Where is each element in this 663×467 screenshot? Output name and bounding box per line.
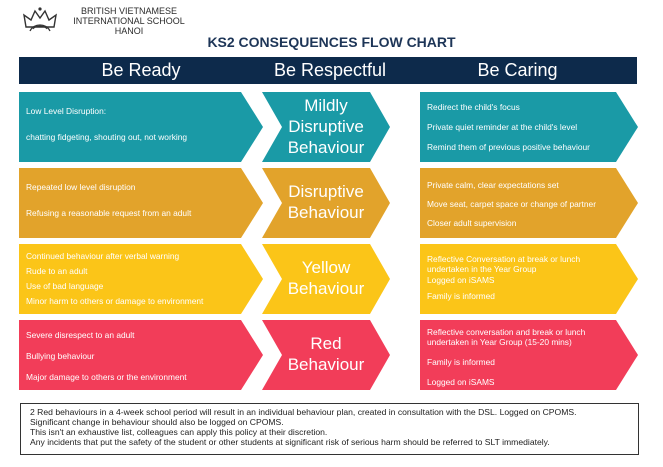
right-arrow-yellow-shape: [420, 244, 638, 314]
middle-arrow-yellow: Yellow Behaviour: [262, 244, 390, 314]
behaviour-example: Major damage to others or the environmen…: [26, 372, 187, 382]
middle-arrow-disruptive: Disruptive Behaviour: [262, 168, 390, 238]
consequence-item: Reflective Conversation at break or lunc…: [427, 254, 581, 274]
column-header-be-ready: Be Ready: [101, 60, 181, 80]
behaviour-level-line: Mildly: [304, 95, 348, 115]
behaviour-level-label: Disruptive Behaviour: [276, 182, 376, 224]
behaviour-example: Severe disrespect to an adult: [26, 330, 135, 340]
school-name-line-2: INTERNATIONAL SCHOOL: [73, 16, 185, 26]
footer-note-2: Significant change in behaviour should a…: [30, 417, 284, 427]
consequence-item: Move seat, carpet space or change of par…: [427, 199, 596, 209]
right-arrow-mildly-disruptive: Redirect the child's focus Private quiet …: [420, 92, 638, 162]
column-header-bar: [19, 57, 637, 84]
behaviour-example: Continued behaviour after verbal warning: [26, 251, 180, 261]
behaviour-example: Repeated low level disruption: [26, 182, 136, 192]
middle-arrow-mildly-disruptive-shape: [262, 92, 390, 162]
right-arrow-mildly-disruptive-shape: [420, 92, 638, 162]
right-arrow-disruptive-shape: [420, 168, 638, 238]
middle-arrow-red-shape: [262, 320, 390, 390]
footer-note-1: 2 Red behaviours in a 4-week school peri…: [30, 407, 577, 417]
left-arrow-yellow: Continued behaviour after verbal warning…: [19, 244, 263, 314]
consequence-item: Family is informed: [427, 291, 495, 301]
middle-arrow-mildly-disruptive: Mildly Disruptive Behaviour: [262, 92, 390, 162]
footer-note-4: Any incidents that put the safety of the…: [30, 437, 550, 447]
behaviour-example: Rude to an adult: [26, 266, 88, 276]
consequence-item: Logged on iSAMS: [427, 377, 495, 387]
column-header-be-respectful: Be Respectful: [273, 60, 387, 80]
footer-notes: 2 Red behaviours in a 4-week school peri…: [20, 403, 639, 455]
consequence-item: Remind them of previous positive behavio…: [427, 142, 590, 152]
consequence-item: Private calm, clear expectations set: [427, 180, 559, 190]
consequence-item: Closer adult supervision: [427, 218, 517, 228]
left-arrow-mildly-disruptive: Low Level Disruption: chatting fidgeting,…: [19, 92, 263, 162]
consequence-item: Reflective conversation and break or lun…: [427, 327, 586, 347]
right-arrow-red-shape: [420, 320, 638, 390]
right-arrow-red: Reflective conversation and break or lun…: [420, 320, 638, 390]
behaviour-level-label: Mildly Disruptive Behaviour: [276, 96, 376, 159]
left-arrow-disruptive-shape: [19, 168, 263, 238]
behaviour-level-label: Yellow Behaviour: [276, 258, 376, 300]
consequence-item: Redirect the child's focus: [427, 102, 520, 112]
behaviour-example: Low Level Disruption:: [26, 106, 107, 116]
behaviour-level-line: Disruptive: [288, 182, 364, 201]
middle-arrow-disruptive-shape: [262, 168, 390, 238]
school-name: BRITISH VIETNAMESE INTERNATIONAL SCHOOL …: [64, 6, 194, 36]
behaviour-example: chatting fidgeting, shouting out, not wo…: [26, 132, 188, 142]
left-arrow-disruptive: Repeated low level disruption Refusing a …: [19, 168, 263, 238]
behaviour-level-line: Red: [310, 334, 342, 353]
consequence-item: Logged on iSAMS: [427, 275, 495, 285]
behaviour-example: Bullying behaviour: [26, 351, 95, 361]
consequence-item: Family is informed: [427, 357, 495, 367]
behaviour-level-label: Red Behaviour: [276, 334, 376, 376]
middle-arrow-yellow-shape: [262, 244, 390, 314]
behaviour-level-line: Behaviour: [287, 355, 365, 374]
left-arrow-mildly-disruptive-shape: [19, 92, 263, 162]
right-arrow-disruptive: Private calm, clear expectations set Move…: [420, 168, 638, 238]
left-arrow-yellow-shape: [19, 244, 263, 314]
middle-arrow-red: Red Behaviour: [262, 320, 390, 390]
left-arrow-red: Severe disrespect to an adult Bullying be…: [19, 320, 263, 390]
right-arrow-yellow: Reflective Conversation at break or lunc…: [420, 244, 638, 314]
behaviour-level-line: Behaviour: [287, 137, 365, 157]
behaviour-example: Refusing a reasonable request from an ad…: [26, 208, 192, 218]
school-name-line-1: BRITISH VIETNAMESE: [80, 6, 178, 16]
left-arrow-red-shape: [19, 320, 263, 390]
page-title: KS2 CONSEQUENCES FLOW CHART: [207, 34, 456, 50]
consequence-item: Private quiet reminder at the child's le…: [427, 122, 578, 132]
behaviour-level-line: Yellow: [301, 258, 351, 277]
behaviour-level-line: Disruptive: [288, 116, 364, 136]
behaviour-level-line: Behaviour: [287, 203, 365, 222]
school-name-line-3: HANOI: [114, 26, 144, 36]
footer-note-3: This isn't an exhaustive list, colleague…: [30, 427, 328, 437]
column-header-be-caring: Be Caring: [477, 60, 558, 80]
behaviour-example: Minor harm to others or damage to enviro…: [26, 296, 204, 306]
behaviour-example: Use of bad language: [26, 281, 104, 291]
behaviour-level-line: Behaviour: [287, 279, 365, 298]
crown-crest-icon: [20, 5, 60, 35]
